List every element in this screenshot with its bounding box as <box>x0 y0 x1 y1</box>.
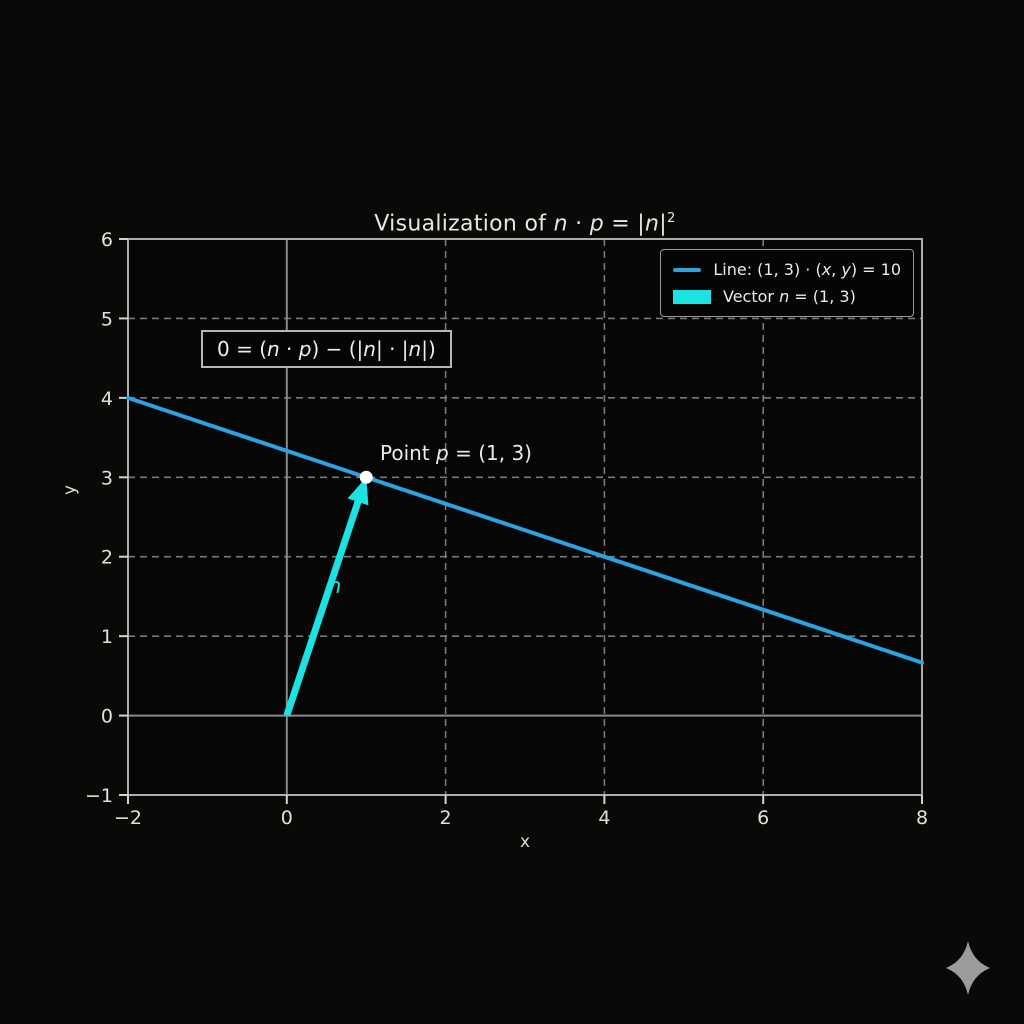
point-marker <box>359 470 373 484</box>
legend-vector-label: Vector n = (1, 3) <box>723 287 856 306</box>
x-tick-label: −2 <box>114 807 142 829</box>
legend-vector-swatch-icon <box>673 289 711 304</box>
sparkle-star-shape <box>946 941 990 995</box>
plot-spines <box>127 238 923 796</box>
x-tick-label: 0 <box>281 807 293 829</box>
y-tick-label: 4 <box>101 388 113 410</box>
plot-background <box>128 239 922 795</box>
line-series <box>126 395 924 665</box>
chart-title: Visualization of n · p = |n|2 <box>374 211 676 237</box>
legend-item-line: Line: (1, 3) · (x, y) = 10 <box>673 260 901 279</box>
x-tick-label: 4 <box>598 807 610 829</box>
x-axis-label: x <box>519 832 531 852</box>
y-tick-label: 3 <box>101 467 113 489</box>
legend: Line: (1, 3) · (x, y) = 10 Vector n = (1… <box>660 249 914 317</box>
x-tick-label: 2 <box>440 807 452 829</box>
x-tick-label: 8 <box>916 807 928 829</box>
vector-arrow-head <box>347 477 369 506</box>
legend-line-label: Line: (1, 3) · (x, y) = 10 <box>713 260 901 279</box>
y-tick-label: 1 <box>101 626 113 648</box>
y-axis-label: y <box>60 484 80 496</box>
y-tick-label: 0 <box>101 706 113 728</box>
y-tick-label: 5 <box>101 308 113 330</box>
vector-arrow-shaft <box>283 495 364 717</box>
x-tick-label: 6 <box>757 807 769 829</box>
legend-line-swatch-icon <box>673 267 702 272</box>
y-tick-label: 2 <box>101 547 113 569</box>
y-tick-label: −1 <box>85 785 113 807</box>
equation-annotation: 0 = (n · p) − (|n| · |n|) <box>201 330 452 368</box>
vector-n-label: n <box>328 574 342 598</box>
legend-item-vector: Vector n = (1, 3) <box>673 287 901 306</box>
sparkle-icon <box>946 941 990 995</box>
y-tick-label: 6 <box>101 229 113 251</box>
point-annotation-label: Point p = (1, 3) <box>380 441 532 465</box>
